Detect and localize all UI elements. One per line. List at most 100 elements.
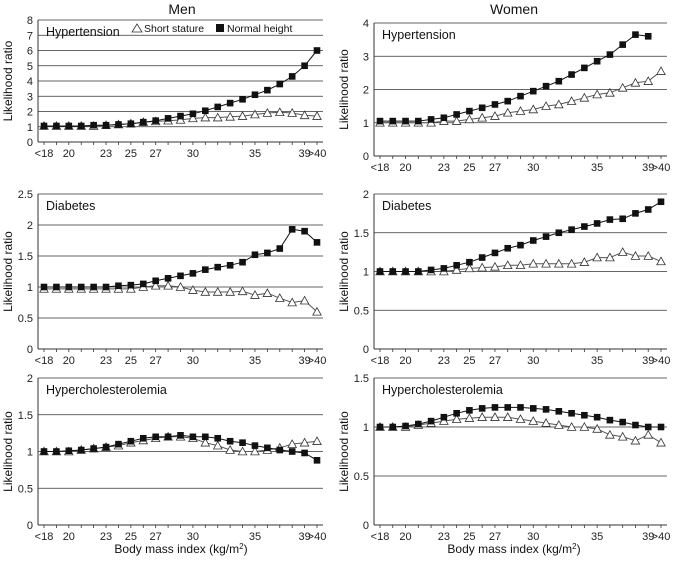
data-point-normal-height: [632, 210, 639, 217]
y-tick-label: 0: [363, 344, 369, 356]
data-point-short-stature: [605, 87, 615, 97]
x-axis-label-men: Body mass index (kg/m2): [114, 542, 247, 557]
data-point-normal-height: [139, 280, 147, 288]
data-point-normal-height: [376, 423, 384, 431]
data-point-short-stature: [605, 429, 615, 439]
x-tick-label: >40: [308, 531, 327, 543]
data-point-short-stature: [656, 437, 666, 447]
data-point-normal-height: [102, 121, 110, 129]
data-point-normal-height: [90, 283, 97, 291]
panel-title: Hypertension: [46, 25, 120, 39]
data-point-normal-height: [427, 417, 435, 425]
data-point-short-stature: [617, 82, 628, 92]
data-point-short-stature: [528, 416, 539, 425]
y-tick-label: 1: [363, 118, 369, 130]
panel-title: Diabetes: [382, 199, 431, 213]
data-point-normal-height: [440, 413, 448, 421]
data-point-normal-height: [53, 283, 60, 291]
data-point-normal-height: [644, 206, 652, 213]
x-tick-label: 25: [125, 148, 137, 160]
x-axis-label-superscript: 2: [572, 542, 577, 551]
data-point-normal-height: [164, 275, 172, 282]
x-tick-label: >40: [652, 355, 671, 367]
y-tick-label: 1.5: [18, 251, 33, 263]
data-point-normal-height: [102, 283, 110, 291]
data-point-normal-height: [177, 432, 184, 439]
data-point-normal-height: [40, 448, 48, 455]
data-point-normal-height: [568, 226, 575, 233]
y-tick-label: 1.5: [18, 410, 33, 422]
data-point-normal-height: [402, 117, 409, 125]
data-point-short-stature: [528, 258, 539, 268]
data-point-normal-height: [77, 283, 85, 291]
data-point-short-stature: [579, 421, 590, 431]
data-point-normal-height: [657, 423, 665, 431]
x-tick-label: <18: [35, 355, 54, 367]
data-point-short-stature: [274, 293, 285, 302]
legend-short-stature-label: Short stature: [144, 23, 204, 35]
data-point-short-stature: [200, 286, 211, 296]
data-point-normal-height: [177, 272, 184, 280]
data-point-short-stature: [200, 112, 211, 122]
data-point-normal-height: [127, 120, 135, 127]
data-point-short-stature: [477, 112, 488, 122]
data-point-normal-height: [632, 31, 639, 38]
y-tick-label: 1.5: [354, 373, 369, 385]
x-tick-label: 23: [438, 162, 450, 174]
data-point-normal-height: [65, 283, 73, 291]
panel-title: Hypercholesterolemia: [382, 383, 503, 397]
legend-short-stature-marker: [131, 23, 143, 33]
x-tick-label: 27: [489, 355, 501, 367]
data-point-normal-height: [139, 118, 147, 126]
y-tick-label: 2: [27, 220, 33, 232]
y-tick-label: 0.5: [354, 305, 369, 317]
data-point-short-stature: [464, 413, 475, 422]
data-point-normal-height: [214, 103, 222, 111]
data-point-short-stature: [566, 421, 577, 431]
data-point-short-stature: [225, 286, 236, 296]
data-point-normal-height: [478, 405, 486, 412]
y-tick-label: 3: [363, 51, 369, 63]
chart-panel-5: 0 0.5 1 1.5 2 <18 20 23 25 27 30 35 39>40 Likelihood …: [1, 373, 326, 543]
y-axis-label: Likelihood ratio: [337, 49, 351, 130]
data-point-normal-height: [517, 404, 524, 411]
y-tick-label: 0: [27, 344, 33, 356]
y-tick-label: 4: [27, 76, 33, 88]
data-point-normal-height: [466, 407, 473, 414]
data-point-short-stature: [566, 258, 577, 268]
data-point-short-stature: [490, 412, 500, 421]
data-point-normal-height: [657, 198, 665, 206]
data-point-normal-height: [568, 409, 575, 417]
data-point-normal-height: [606, 416, 614, 424]
data-point-normal-height: [555, 77, 563, 85]
x-tick-label: 25: [125, 531, 137, 543]
y-axis-label: Likelihood ratio: [1, 411, 15, 492]
data-point-normal-height: [53, 122, 60, 130]
data-point-normal-height: [606, 216, 614, 223]
data-point-normal-height: [313, 47, 321, 54]
data-point-short-stature: [541, 101, 551, 110]
data-point-short-stature: [630, 435, 641, 445]
data-point-short-stature: [225, 445, 236, 454]
x-tick-label: 30: [527, 355, 539, 367]
data-point-normal-height: [504, 97, 512, 105]
data-point-normal-height: [251, 251, 259, 259]
x-tick-label: 25: [463, 162, 475, 174]
data-point-normal-height: [301, 227, 308, 235]
x-tick-label: 39: [642, 531, 654, 543]
data-point-normal-height: [402, 422, 409, 430]
data-point-normal-height: [542, 82, 550, 90]
data-point-normal-height: [115, 121, 122, 128]
chart-panel-3: 0 0.5 1 1.5 2 2.5 <18 20 23 25 27 30 35 39>40 Likeliho…: [1, 189, 326, 367]
x-tick-label: 30: [187, 531, 199, 543]
data-point-short-stature: [617, 431, 628, 441]
x-axis-label-superscript: 2: [239, 542, 244, 551]
x-tick-label: 25: [463, 355, 475, 367]
data-point-normal-height: [53, 448, 60, 455]
data-point-normal-height: [440, 114, 448, 122]
y-tick-label: 0: [363, 520, 369, 532]
data-point-normal-height: [593, 413, 601, 421]
